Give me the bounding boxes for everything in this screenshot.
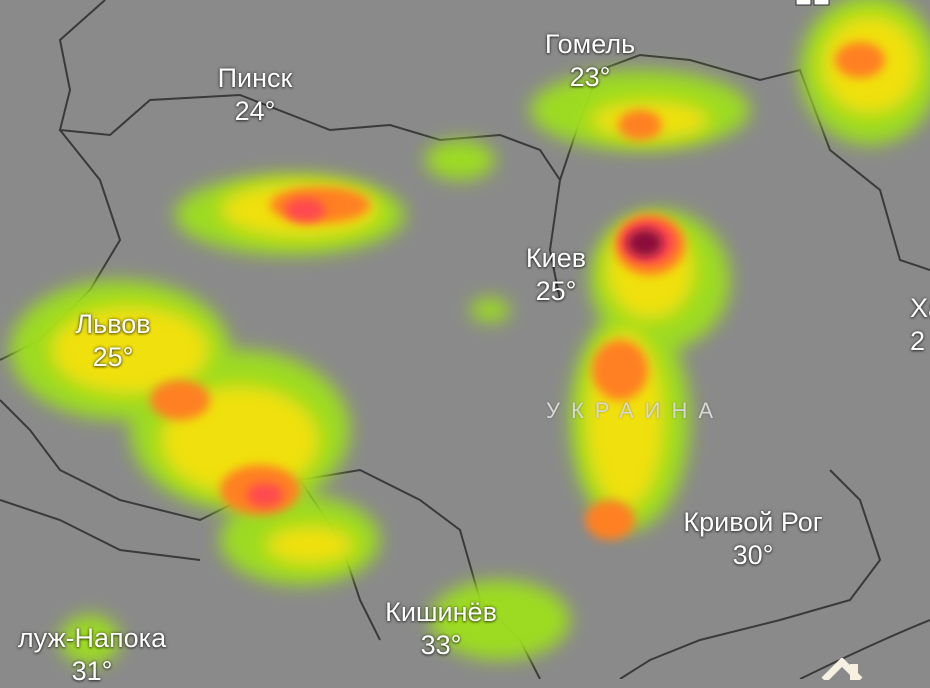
city-name: луж-Напока [17,623,167,653]
city-label-cluj-napoca[interactable]: луж-Напока 31° [18,622,166,688]
city-temp: 24° [234,96,276,126]
city-temp: 31° [71,656,113,686]
city-label-lviv[interactable]: Львов 25° [75,308,150,374]
city-temp: 2 [910,326,926,356]
city-temp: 30° [732,540,774,570]
city-name: Львов [75,309,151,339]
city-temp: 25° [535,276,577,306]
city-label-kryvyi-rih[interactable]: Кривой Рог 30° [683,506,822,572]
city-temp: 25° [92,342,134,372]
city-temp: 33° [420,630,462,660]
city-name: Гомель [544,29,636,59]
city-label-pinsk[interactable]: Пинск 24° [218,62,293,128]
city-name: Киев [525,243,587,273]
precipitation-layer [10,0,930,665]
layers-icon[interactable] [795,0,831,6]
country-label: УКРАИНА [546,398,725,423]
city-label-chisinau[interactable]: Кишинёв 33° [385,596,497,662]
city-name: Кривой Рог [683,507,823,537]
city-name: Пинск [217,63,293,93]
home-icon[interactable] [820,657,866,683]
city-label-kiev[interactable]: Киев 25° [526,242,586,308]
city-name: Хар [910,293,930,323]
city-label-kharkiv[interactable]: Хар 2 [910,292,930,358]
city-label-gomel[interactable]: Гомель 23° [545,28,635,94]
city-temp: 23° [569,62,611,92]
city-name: Кишинёв [385,597,497,627]
